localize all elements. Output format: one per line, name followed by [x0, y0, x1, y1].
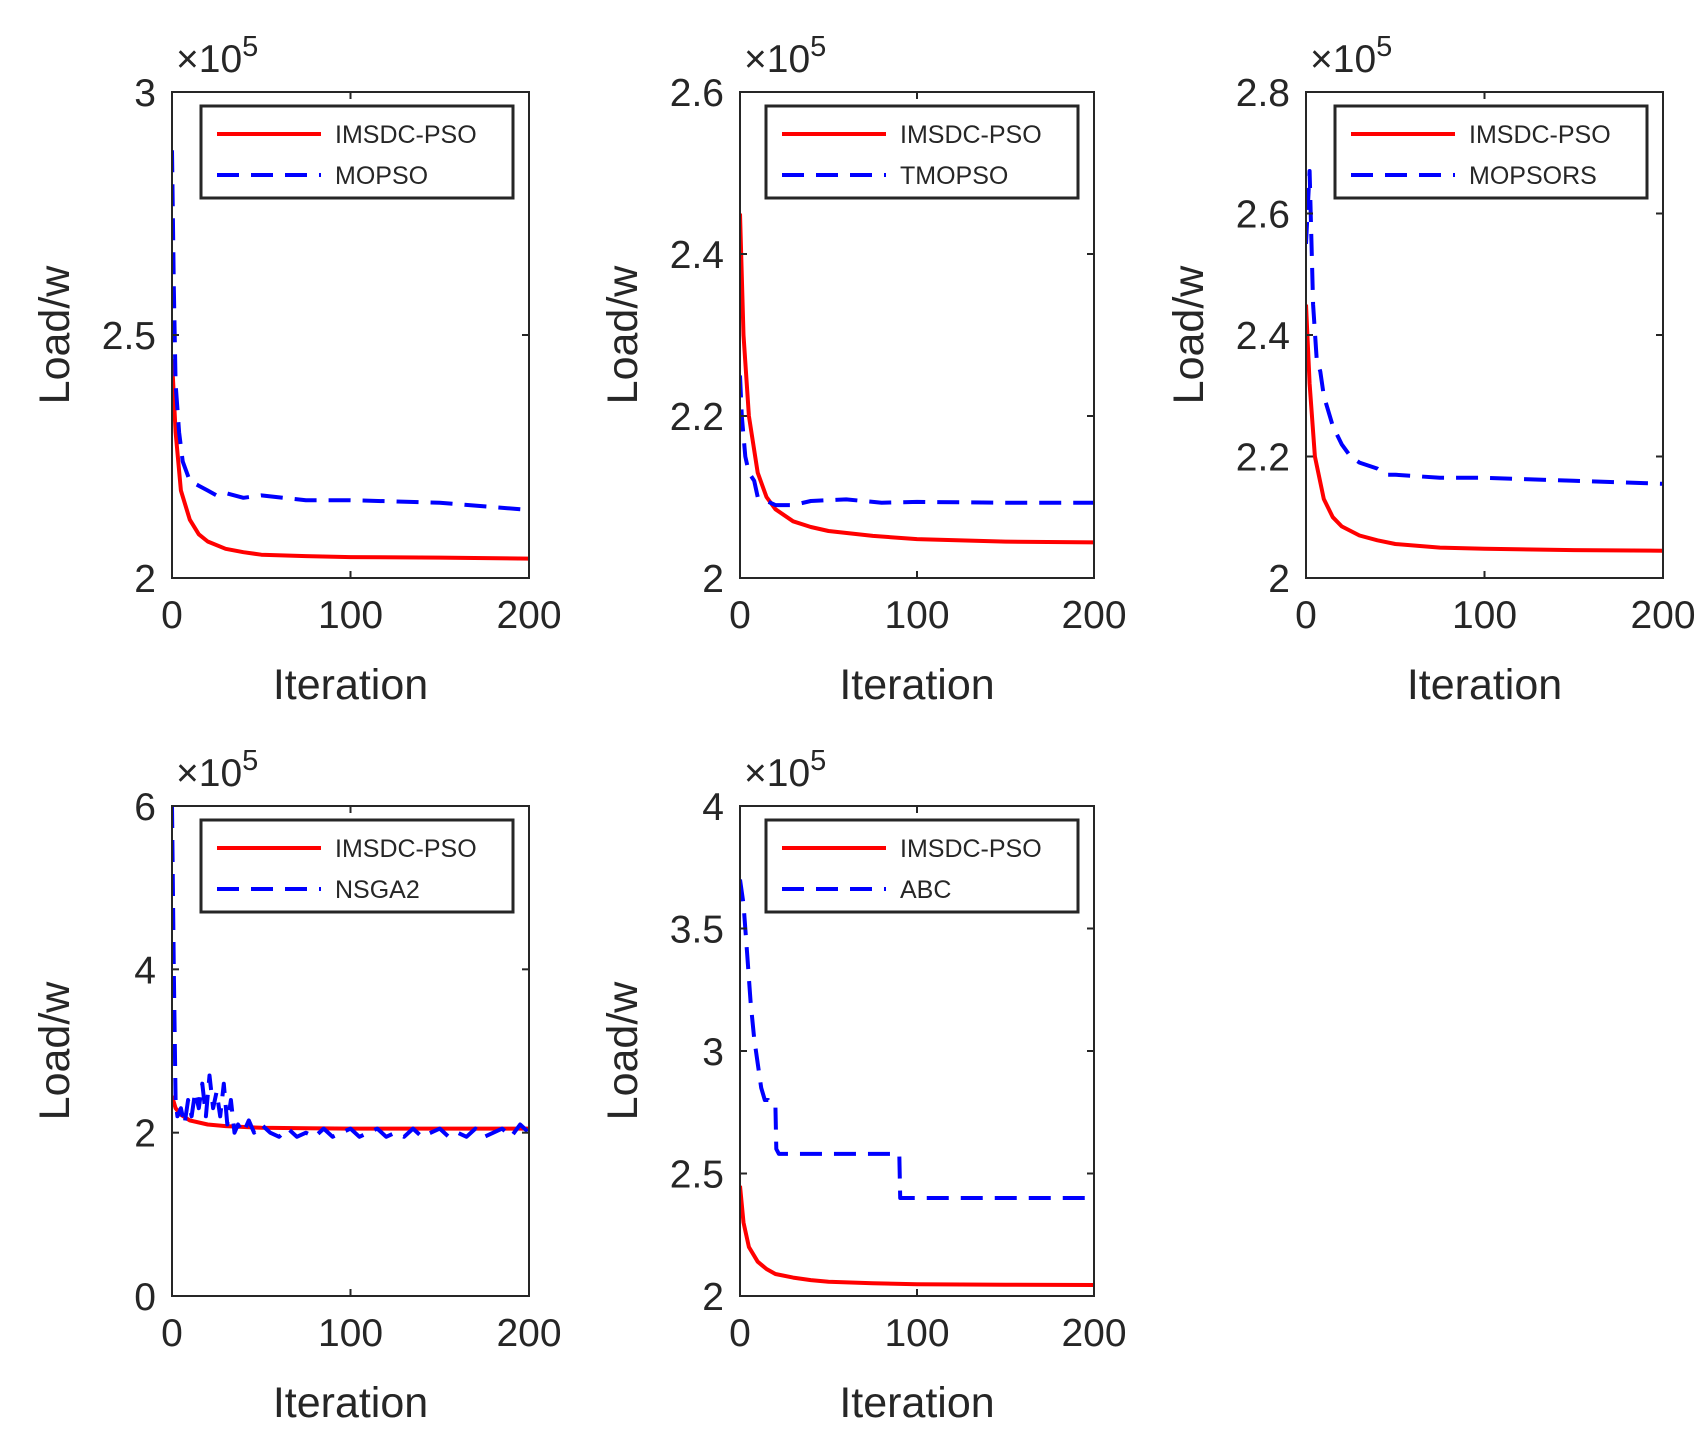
x-tick-label: 200 — [1061, 1312, 1126, 1355]
y-multiplier-label: ×105 — [744, 31, 826, 81]
x-tick-label: 100 — [318, 594, 383, 637]
x-axis-label: Iteration — [1407, 661, 1562, 709]
x-axis-label: Iteration — [839, 661, 994, 709]
multiplier-exponent: 5 — [810, 745, 826, 777]
series-line-abc — [740, 879, 1094, 1200]
y-tick-label: 2 — [702, 1276, 724, 1319]
legend-box — [199, 818, 515, 914]
y-axis-label: Load/w — [31, 981, 79, 1121]
multiplier-exponent: 5 — [1376, 31, 1392, 63]
legend-box — [199, 104, 515, 200]
x-tick-label: 100 — [884, 594, 949, 637]
legend-label: ABC — [900, 876, 951, 904]
y-tick-label: 2.5 — [670, 1154, 724, 1197]
legend-label: MOPSORS — [1469, 162, 1597, 190]
x-tick-label: 200 — [496, 594, 561, 637]
x-tick-label: 200 — [1061, 594, 1126, 637]
y-tick-label: 6 — [134, 786, 156, 829]
legend-box — [764, 104, 1080, 200]
y-tick-label: 4 — [702, 786, 724, 829]
multiplier-base: ×10 — [176, 38, 242, 81]
x-tick-label: 100 — [884, 1312, 949, 1355]
series-line-imsdc-pso — [740, 213, 1094, 545]
series-line-imsdc-pso — [740, 1185, 1094, 1287]
legend-box — [764, 818, 1080, 914]
x-tick-label: 100 — [1452, 594, 1517, 637]
y-axis-label: Load/w — [31, 265, 79, 405]
series-line-imsdc-pso — [1306, 304, 1663, 553]
y-tick-label: 2 — [134, 1113, 156, 1156]
y-axis-label: Load/w — [599, 265, 647, 405]
x-tick-label: 0 — [1295, 594, 1317, 637]
y-axis-label: Load/w — [1165, 265, 1213, 405]
subplot-abc: 0 100 200 2 2.5 3 3.5 4 ×105 Iteration Load/w IMSDC… — [599, 745, 1127, 1427]
y-tick-label: 2.4 — [670, 234, 724, 277]
legend-label: TMOPSO — [900, 162, 1008, 190]
x-tick-label: 0 — [161, 1312, 183, 1355]
y-tick-label: 2.6 — [1236, 194, 1290, 237]
series-line-nsga2 — [172, 806, 529, 1139]
legend-label: IMSDC-PSO — [900, 835, 1042, 863]
y-multiplier-label: ×105 — [1310, 31, 1392, 81]
y-tick-label: 2.4 — [1236, 315, 1290, 358]
x-tick-label: 100 — [318, 1312, 383, 1355]
legend-label: IMSDC-PSO — [900, 121, 1042, 149]
y-tick-label: 2.2 — [670, 396, 724, 439]
legend-label: IMSDC-PSO — [1469, 121, 1611, 149]
y-tick-label: 4 — [134, 949, 156, 992]
subplot-mopsors: 0 100 200 2 2.2 2.4 2.6 2.8 ×105 Iteration Load/w I… — [1165, 31, 1696, 709]
series-line-tmopso — [740, 375, 1094, 508]
multiplier-base: ×10 — [744, 38, 810, 81]
y-tick-label: 2 — [134, 558, 156, 601]
y-multiplier-label: ×105 — [744, 745, 826, 795]
x-axis-label: Iteration — [839, 1379, 994, 1427]
subplot-tmopso: 0 100 200 2 2.2 2.4 2.6 ×105 Iteration Load/w IMSD… — [599, 31, 1127, 709]
multiplier-exponent: 5 — [810, 31, 826, 63]
multiplier-exponent: 5 — [242, 745, 258, 777]
x-tick-label: 0 — [729, 1312, 751, 1355]
x-tick-label: 0 — [161, 594, 183, 637]
multiplier-exponent: 5 — [242, 31, 258, 63]
x-tick-label: 200 — [496, 1312, 561, 1355]
y-tick-label: 0 — [134, 1276, 156, 1319]
y-tick-label: 3 — [134, 72, 156, 115]
x-axis-label: Iteration — [273, 1379, 428, 1427]
y-tick-label: 2.2 — [1236, 437, 1290, 480]
series-line-mopso — [172, 150, 529, 512]
y-tick-label: 3 — [702, 1031, 724, 1074]
y-axis-label: Load/w — [599, 981, 647, 1121]
y-multiplier-label: ×105 — [176, 745, 258, 795]
y-tick-label: 3.5 — [670, 909, 724, 952]
legend-label: IMSDC-PSO — [335, 121, 477, 149]
multiplier-base: ×10 — [744, 752, 810, 795]
y-tick-label: 2.5 — [102, 315, 156, 358]
y-multiplier-label: ×105 — [176, 31, 258, 81]
subplot-mopso: 0 100 200 2 2.5 3 ×105 Iteration Load/w IMSDC-PSO… — [31, 31, 562, 709]
y-tick-label: 2 — [702, 558, 724, 601]
subplot-nsga2: 0 100 200 0 2 4 6 ×105 Iteration Load/w IMSDC-PSO N… — [31, 745, 562, 1427]
x-axis-label: Iteration — [273, 661, 428, 709]
legend-label: IMSDC-PSO — [335, 835, 477, 863]
legend-label: MOPSO — [335, 162, 428, 190]
legend-label: NSGA2 — [335, 876, 420, 904]
y-tick-label: 2 — [1268, 558, 1290, 601]
x-tick-label: 200 — [1630, 594, 1695, 637]
multiplier-base: ×10 — [176, 752, 242, 795]
y-tick-label: 2.8 — [1236, 72, 1290, 115]
series-line-imsdc-pso — [172, 359, 529, 561]
multiplier-base: ×10 — [1310, 38, 1376, 81]
y-tick-label: 2.6 — [670, 72, 724, 115]
legend-box — [1333, 104, 1649, 200]
x-tick-label: 0 — [729, 594, 751, 637]
series-line-mopsors — [1306, 169, 1663, 486]
